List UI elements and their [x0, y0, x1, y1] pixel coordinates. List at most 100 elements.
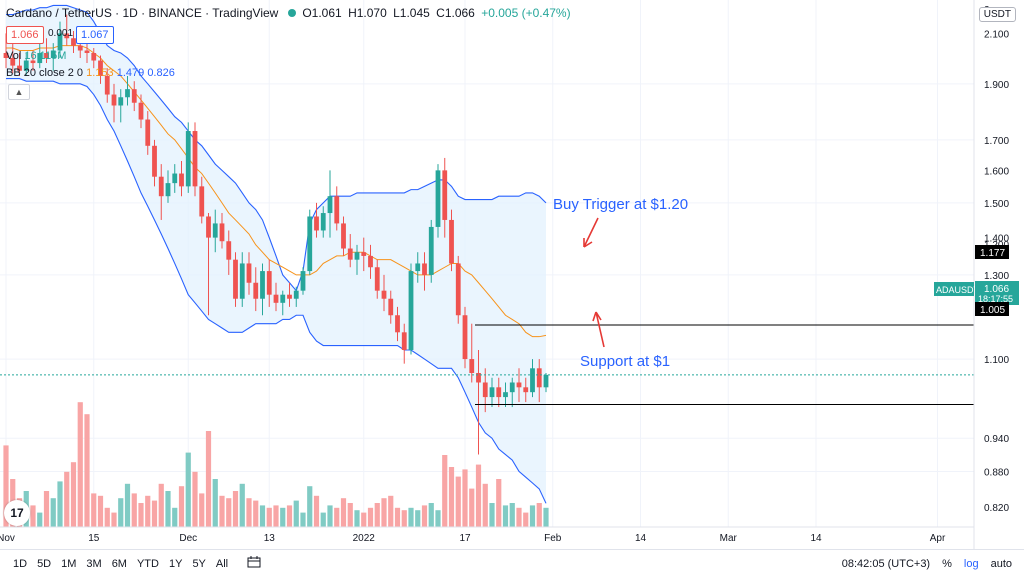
candle-body [489, 387, 495, 398]
candle-body [442, 170, 448, 220]
volume-bar [388, 495, 394, 527]
last-price-badge-bg [975, 281, 1019, 305]
calendar-range-icon[interactable] [247, 556, 261, 571]
timeframe-1m[interactable]: 1M [61, 557, 77, 570]
currency-badge[interactable]: USDT [978, 7, 1016, 22]
timeframe-1d[interactable]: 1D [13, 557, 28, 570]
volume-bar [361, 512, 367, 527]
time-axis[interactable]: Nov15Dec13202217Feb14Mar14Apr18 [0, 526, 1024, 544]
volume-bar [205, 431, 212, 527]
candle-body [266, 271, 272, 295]
candle-body [212, 223, 218, 238]
volume-bar [475, 464, 482, 527]
collapse-legend-button[interactable]: ▲ [8, 84, 30, 100]
log-toggle[interactable]: log [963, 557, 979, 570]
volume-bar [253, 500, 259, 527]
time-tick-label: Feb [544, 533, 562, 544]
candle-body [23, 60, 29, 71]
tradingview-logo[interactable]: 17 [4, 500, 30, 526]
candle-body [496, 387, 502, 398]
toolbar-right: 08:42:05 (UTC+3) % log auto [842, 558, 1012, 570]
auto-toggle[interactable]: auto [990, 557, 1012, 570]
countdown-badge: 18:17:55 [978, 294, 1013, 304]
candle-body [219, 223, 225, 242]
candle-body [503, 392, 508, 398]
volume-bar [421, 505, 428, 527]
buy-arrow [583, 217, 599, 248]
candle-body [165, 183, 171, 197]
volume-label: Vol [6, 50, 22, 62]
timeframe-5y[interactable]: 5Y [192, 557, 206, 570]
price-tick-label: 2.100 [984, 29, 1009, 40]
bottom-toolbar: 1D 5D 1M 3M 6M YTD 1Y 5Y All 08:42:05 (U… [0, 549, 1024, 577]
volume-bar [226, 498, 232, 527]
price-badges: 1.177 ADAUSDT 1.066 18:17:55 1.005 [934, 245, 1019, 316]
bollinger-fill [6, 5, 546, 504]
candle-body [77, 45, 83, 51]
percent-toggle[interactable]: % [942, 557, 952, 570]
candle-body [341, 223, 346, 249]
volume-bar [408, 507, 414, 527]
volume-bar [502, 505, 509, 527]
candle-body [543, 374, 549, 388]
time-tick-label: Mar [720, 533, 738, 544]
candle-body [3, 52, 9, 58]
candle-body [64, 33, 70, 39]
symbol-title[interactable]: Cardano / TetherUS · 1D · BINANCE · Trad… [6, 6, 279, 20]
volume-bar [394, 507, 401, 527]
buy-button[interactable]: 1.067 [76, 26, 114, 44]
bollinger-label: BB 20 close 2 0 [6, 67, 84, 79]
timeframe-ytd[interactable]: YTD [136, 557, 159, 570]
volume-bar [131, 493, 137, 527]
volume-value: 16.115M [24, 50, 67, 62]
price-axis[interactable]: 2 1.200 2.1001.9001.7001.6001.5001.4001.… [973, 0, 1009, 549]
sell-button[interactable]: 1.066 [6, 26, 44, 44]
volume-bar [401, 510, 407, 527]
timeframe-5d[interactable]: 5D [37, 557, 52, 570]
clock[interactable]: 08:42:05 (UTC+3) [841, 557, 931, 570]
candle-body [118, 97, 124, 106]
candle-body [246, 263, 252, 283]
candle-body [327, 196, 333, 214]
candle-body [530, 368, 535, 393]
time-tick-label: Dec [179, 533, 197, 544]
volume-bar [124, 483, 131, 527]
symbol-badge-bg [934, 282, 974, 296]
timeframe-6m[interactable]: 6M [111, 557, 127, 570]
volume-bars [3, 402, 549, 527]
market-status-icon [288, 9, 297, 17]
candle-body [435, 170, 441, 227]
candle-body [381, 290, 387, 299]
candle-body [401, 332, 407, 350]
candle-body [44, 52, 49, 58]
volume-bar [455, 476, 461, 527]
volume-bar [91, 493, 97, 527]
bollinger-legend[interactable]: BB 20 close 2 0 1.153 1.479 0.826 [6, 67, 175, 79]
volume-bar [138, 503, 144, 527]
volume-bar [293, 500, 299, 527]
price-chart[interactable]: Buy Trigger at $1.20 Support at $1 2 1.2… [0, 0, 1024, 549]
bollinger-upper-value: 1.479 [116, 67, 145, 79]
volume-legend[interactable]: Vol 16.115M [6, 50, 66, 62]
volume-bar [64, 471, 70, 527]
candle-body [354, 252, 360, 260]
volume-bar [185, 452, 191, 527]
timeframe-1y[interactable]: 1Y [168, 557, 183, 570]
price-tick-label: 1.500 [984, 199, 1009, 210]
candle-body [152, 145, 157, 177]
candle-body [145, 119, 151, 146]
timeframe-3m[interactable]: 3M [86, 557, 102, 570]
volume-bar [442, 455, 448, 527]
change-value: +0.005 (+0.47%) [481, 6, 571, 20]
price-tick-label: 0.820 [984, 503, 1009, 514]
timeframe-all[interactable]: All [215, 557, 229, 570]
volume-bar [145, 495, 151, 527]
candle-body [37, 52, 43, 64]
volume-bar [286, 505, 293, 527]
volume-bar [334, 507, 340, 527]
volume-bar [151, 500, 158, 527]
volume-bar [469, 488, 475, 527]
candle-body [71, 38, 76, 46]
volume-bar [462, 469, 468, 527]
volume-bar [30, 505, 36, 527]
